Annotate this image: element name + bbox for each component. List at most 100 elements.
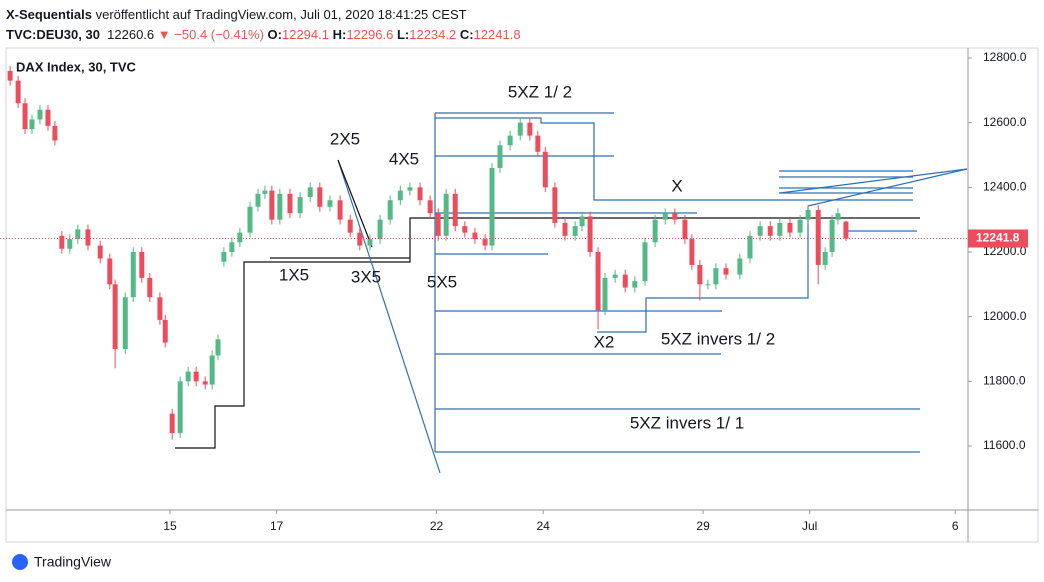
y-tick-label: 11800.0 [983, 373, 1026, 387]
symbol: TVC:DEU30, 30 [6, 27, 100, 42]
annotation: 5X5 [427, 272, 457, 291]
candle-body [139, 252, 145, 278]
candle-body [542, 151, 548, 188]
candle-body [59, 235, 65, 249]
candle-body [682, 219, 688, 240]
candle-body [572, 226, 578, 236]
candle-body [767, 226, 773, 236]
candle-body [427, 200, 433, 214]
candle-body [552, 187, 558, 223]
candle-body [579, 216, 585, 227]
candle-body [357, 232, 363, 246]
candle-body [642, 242, 648, 282]
candle-body [517, 122, 523, 136]
candle-body [387, 200, 393, 220]
candle-body [595, 252, 601, 311]
candle-body [417, 187, 423, 201]
step-line [175, 217, 920, 449]
candle-body [327, 200, 333, 207]
publish-line: X-Sequentials veröffentlicht auf Trading… [6, 5, 521, 25]
candle-body [347, 219, 353, 233]
published: veröffentlicht auf TradingView.com, Juli… [95, 7, 467, 22]
candle-body [602, 277, 608, 311]
candle-body [689, 239, 695, 265]
candle-body [221, 252, 227, 262]
y-tick-label: 12000.0 [983, 309, 1027, 323]
candle-body [97, 245, 103, 259]
candle-body [622, 274, 628, 288]
candle-body [562, 222, 568, 236]
candle-body [255, 193, 261, 207]
y-tick-label: 12800.0 [983, 50, 1027, 64]
candle-body [269, 190, 275, 220]
candle-body [229, 242, 235, 253]
l-value: 12234.2 [409, 27, 457, 42]
candle-body [797, 219, 803, 233]
candle-body [307, 187, 313, 198]
candle-body [835, 213, 841, 220]
candle-body [287, 193, 293, 214]
candle-body [202, 381, 208, 385]
h-label: H: [332, 27, 347, 42]
y-tick-label: 12600.0 [983, 115, 1027, 129]
candle-body [815, 209, 821, 265]
candle-body [112, 284, 118, 349]
annotation: 5XZ 1/ 2 [508, 82, 572, 101]
candle-body [37, 109, 43, 120]
candles [7, 66, 849, 440]
candle-body [169, 413, 175, 434]
last-price-label: 12241.8 [976, 231, 1020, 245]
y-tick-label: 12400.0 [983, 180, 1027, 194]
x-tick-label: Jul [802, 519, 817, 533]
candle-body [22, 103, 28, 130]
candle-body [237, 232, 243, 243]
trend-line [807, 168, 968, 207]
candle-body [632, 281, 638, 288]
candle-body [452, 193, 458, 227]
candle-body [662, 213, 668, 220]
drawings [175, 112, 968, 474]
candle-body [277, 193, 283, 220]
x-tick-label: 17 [270, 519, 284, 533]
candle-body [843, 221, 849, 239]
candle-body [805, 209, 811, 220]
change: −50.4 (−0.41%) [174, 27, 264, 42]
x-tick-label: 29 [696, 519, 710, 533]
candle-body [317, 187, 323, 207]
candle-body [652, 219, 658, 243]
candle-body [122, 297, 128, 349]
candle-body [367, 239, 373, 246]
last-price-box [968, 229, 1028, 248]
candle-body [462, 226, 468, 233]
brand-logo [12, 554, 28, 570]
candle-body [193, 371, 199, 382]
candle-body [177, 381, 183, 434]
candle-body [67, 239, 73, 249]
candle-body [829, 219, 835, 253]
candle-body [147, 277, 153, 298]
candle-body [672, 213, 678, 220]
candle-body [29, 119, 35, 130]
candle-body [822, 252, 828, 265]
candle-body [75, 229, 81, 240]
candle-body [157, 297, 163, 320]
x-tick-label: 15 [163, 519, 177, 533]
c-label: C: [459, 27, 474, 42]
frame [5, 47, 1039, 543]
annotation: 1X5 [279, 265, 309, 284]
candle-body [757, 226, 763, 236]
candle-body [737, 258, 743, 275]
y-tick-label: 12200.0 [983, 244, 1027, 258]
price: 12260.6 [107, 27, 155, 42]
annotation: X [671, 176, 682, 195]
c-value: 12241.8 [473, 27, 521, 42]
candle-body [527, 122, 533, 136]
annotation: 5XZ invers 1/ 1 [630, 413, 744, 432]
candle-body [85, 229, 91, 246]
candle-body [587, 216, 593, 253]
candle-body [45, 109, 51, 126]
candle-body [612, 274, 618, 278]
candle-body [705, 284, 711, 286]
candle-body [713, 268, 719, 285]
